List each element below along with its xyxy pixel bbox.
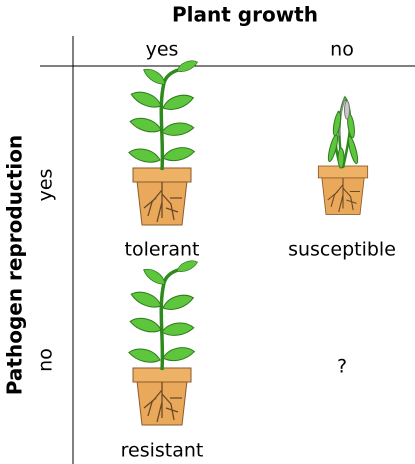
plant-wilted [317, 95, 369, 216]
cell-label: tolerant [125, 239, 200, 261]
plant-healthy [128, 58, 199, 225]
cell-label: susceptible [288, 239, 396, 261]
cell-label: ? [337, 356, 347, 378]
row-label: yes [35, 169, 57, 202]
row-title: Pathogen reproduction [3, 135, 27, 395]
row-label: no [35, 348, 57, 372]
cell-label: resistant [121, 440, 204, 462]
column-label: yes [146, 39, 179, 61]
column-label: no [330, 39, 354, 61]
header-title: Plant growth [172, 3, 318, 27]
plant-healthy [128, 258, 199, 425]
